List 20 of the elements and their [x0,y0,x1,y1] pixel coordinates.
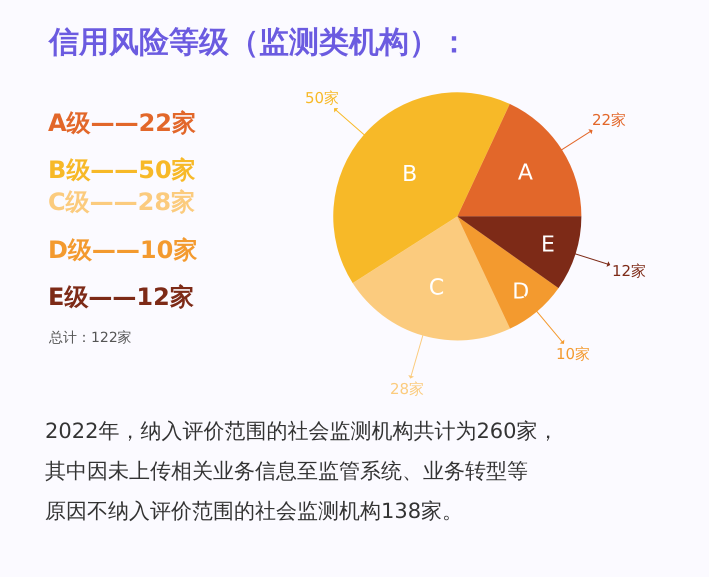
text: 总计：122家 [48,330,132,346]
text: 原因不纳入评价范围的社会监测机构138家。 [45,499,464,523]
text: A级——22家 [48,109,196,137]
slice-label: D [512,280,530,305]
chart-title: 信用风险等级（监测类机构）： [48,25,469,60]
slice-label: A [518,160,533,186]
data-label: 50家 [305,89,340,107]
text: C级——28家 [48,188,196,216]
slice-label: C [428,276,444,301]
text: D级——10家 [48,236,198,264]
data-label: 10家 [556,345,590,363]
data-label: 22家 [592,111,626,129]
data-label: 28家 [390,380,424,398]
slice-label: B [402,162,418,188]
text: B级——50家 [48,156,196,184]
text: E级——12家 [48,283,194,311]
slice-label: E [541,232,555,258]
data-label: 12家 [612,262,646,280]
text: 2022年，纳入评价范围的社会监测机构共计为260家， [45,419,559,443]
text: 其中因未上传相关业务信息至监管系统、业务转型等 [45,459,528,483]
